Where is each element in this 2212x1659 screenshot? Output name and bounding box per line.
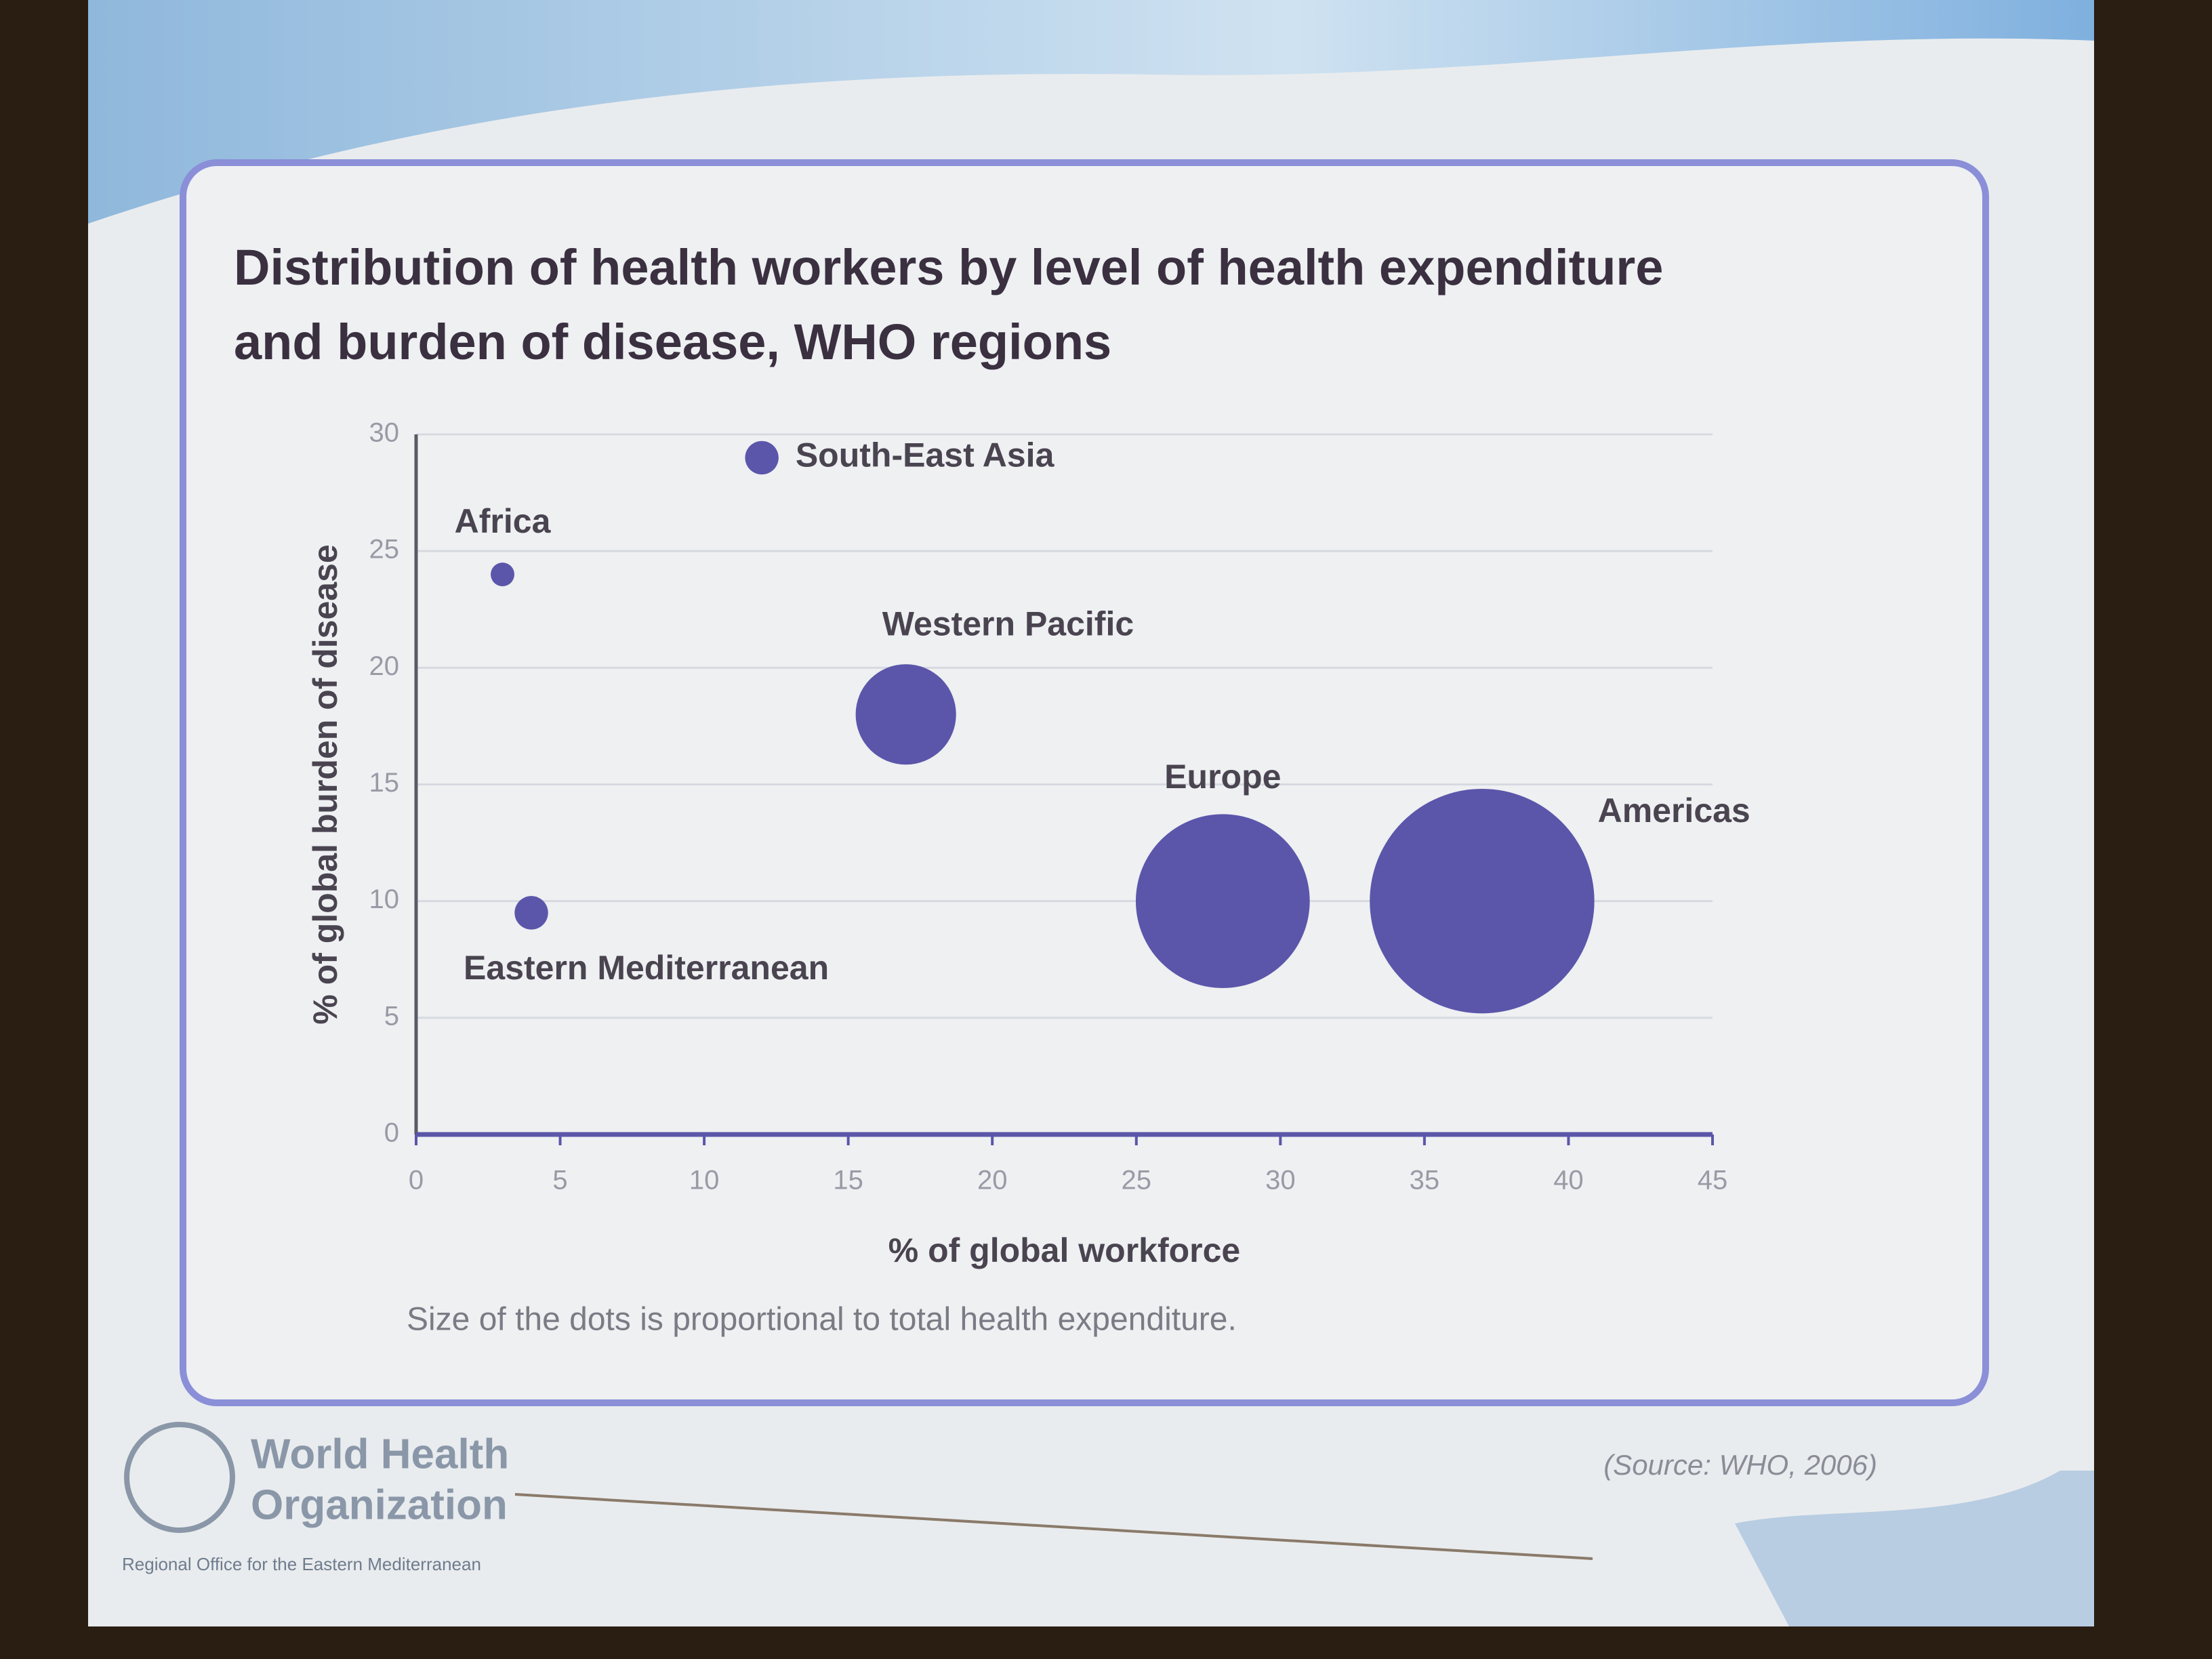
x-tick-label: 5 xyxy=(552,1166,567,1195)
map-decoration xyxy=(1735,1471,2094,1626)
bubble xyxy=(491,562,514,587)
point-label: Europe xyxy=(1164,758,1281,796)
x-tick-label: 40 xyxy=(1553,1166,1584,1195)
x-tick-label: 20 xyxy=(977,1166,1008,1195)
bubble xyxy=(745,441,779,475)
chart-title: Distribution of health workers by level … xyxy=(234,239,1663,370)
chart-frame xyxy=(180,159,1989,1406)
bubble xyxy=(1370,788,1595,1014)
x-axis-label: % of global workforce xyxy=(888,1231,1241,1269)
header-wave xyxy=(88,0,2094,224)
y-tick-label: 25 xyxy=(369,535,400,565)
who-emblem xyxy=(124,1422,235,1533)
y-axis-label: % of global burden of disease xyxy=(306,544,344,1024)
chart-note: Size of the dots is proportional to tota… xyxy=(407,1302,1237,1338)
y-tick-label: 10 xyxy=(369,884,400,914)
y-tick-label: 20 xyxy=(369,651,400,681)
bubble xyxy=(514,896,548,930)
y-tick-label: 30 xyxy=(369,418,400,448)
point-label: Western Pacific xyxy=(882,605,1134,642)
x-tick-label: 15 xyxy=(833,1166,863,1195)
source: (Source: WHO, 2006) xyxy=(1603,1449,1877,1481)
x-tick-label: 45 xyxy=(1698,1166,1728,1195)
point-label: South-East Asia xyxy=(796,436,1055,474)
point-label: Americas xyxy=(1598,792,1750,830)
point-label: Eastern Mediterranean xyxy=(464,949,829,987)
x-tick-label: 0 xyxy=(409,1166,424,1195)
x-tick-label: 25 xyxy=(1122,1166,1152,1195)
bubble xyxy=(855,664,956,765)
y-tick-label: 15 xyxy=(369,768,400,798)
bubble xyxy=(1135,814,1310,989)
x-tick-label: 35 xyxy=(1410,1166,1440,1195)
y-tick-label: 0 xyxy=(384,1118,399,1148)
y-tick-label: 5 xyxy=(384,1001,399,1031)
x-tick-label: 30 xyxy=(1265,1166,1296,1195)
point-label: Africa xyxy=(455,502,552,540)
logo-line: Organization xyxy=(251,1481,508,1528)
footer-rule xyxy=(514,1493,1593,1560)
logo-subtitle: Regional Office for the Eastern Mediterr… xyxy=(122,1554,481,1574)
logo-line: World Health xyxy=(251,1431,509,1477)
x-tick-label: 10 xyxy=(689,1166,720,1195)
